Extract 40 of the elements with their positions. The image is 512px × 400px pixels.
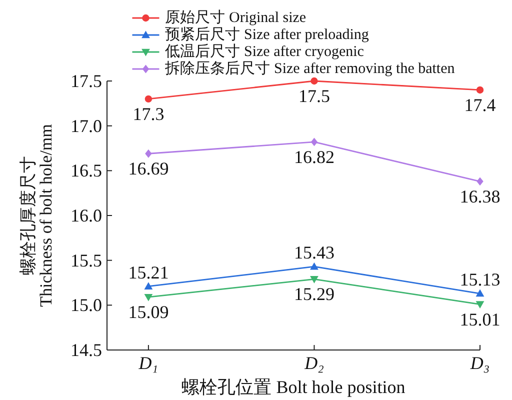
data-label: 17.3	[132, 104, 164, 124]
point	[310, 276, 318, 284]
point	[144, 294, 153, 302]
point	[145, 149, 152, 158]
data-label: 15.21	[128, 262, 169, 282]
point	[144, 95, 152, 103]
point	[476, 177, 484, 186]
data-label: 16.38	[460, 186, 500, 206]
y-tick-label: 16.5	[70, 160, 102, 181]
y-tick-label: 16.0	[70, 206, 102, 226]
point	[476, 86, 484, 94]
data-label: 15.29	[294, 284, 334, 304]
data-label: 17.5	[298, 86, 330, 106]
y-tick-label: 15.5	[70, 250, 102, 270]
point	[310, 138, 318, 146]
legend-label: 低温后尺寸 Size after cryogenic	[165, 43, 364, 60]
legend-label: 预紧后尺寸 Size after preloading	[165, 26, 370, 43]
point	[310, 262, 318, 270]
legend-label: 拆除压条后尺寸 Size after removing the batten	[164, 60, 456, 77]
x-tick-label: D₂	[304, 353, 324, 373]
y-tick-label: 14.5	[70, 340, 102, 360]
data-label: 16.69	[128, 158, 169, 179]
y-axis-title: 螺栓孔厚度尺寸 Thickness of bolt hole/mm	[18, 124, 56, 307]
x-axis-title: 螺栓孔位置 Bolt hole position	[182, 377, 406, 397]
data-label: 16.82	[294, 146, 334, 167]
y-tick-label: 15.0	[70, 295, 102, 316]
data-label: 17.4	[464, 94, 496, 115]
y-tick-label: 17.5	[70, 71, 102, 91]
y-tick-label: 17.0	[70, 116, 102, 136]
point	[476, 289, 484, 297]
x-tick-label: D₁	[138, 353, 158, 373]
data-label: 15.13	[460, 270, 500, 290]
x-tick-label: D₃	[469, 353, 490, 373]
point	[144, 282, 153, 290]
data-label: 15.01	[460, 309, 500, 330]
legend-label: 原始尺寸 Original size	[165, 9, 306, 26]
data-label: 15.43	[294, 242, 334, 263]
data-label: 15.09	[128, 302, 169, 322]
point	[476, 301, 484, 308]
point	[310, 77, 318, 85]
